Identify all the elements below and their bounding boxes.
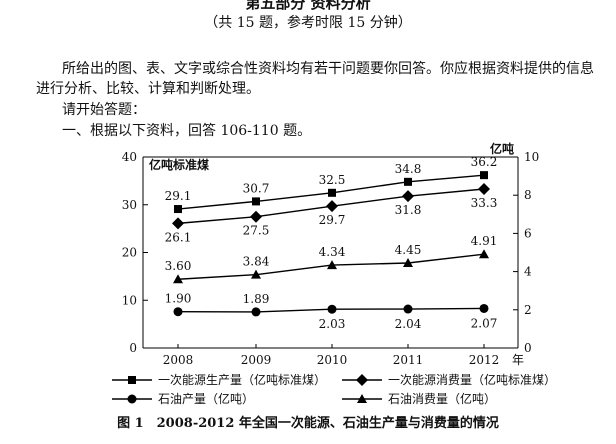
triangle-marker [173, 274, 183, 284]
data-label: 1.90 [165, 292, 192, 306]
data-label: 2.07 [471, 316, 498, 330]
x-axis-tick-label: 2009 [241, 353, 272, 367]
question-group-heading: 一、根据以下资料，回答 106-110 题。 [62, 123, 312, 139]
legend-label: 石油消费量（亿吨） [388, 391, 496, 406]
chart-legend: 一次能源生产量（亿吨标准煤） 一次能源消费量（亿吨标准煤） 石油产量（亿吨） 石油消费… [112, 372, 556, 406]
x-axis-unit: 年 [512, 353, 524, 367]
right-axis-tick-label: 8 [524, 188, 532, 202]
square-marker [252, 197, 260, 206]
circle-marker [327, 304, 337, 314]
left-axis-tick-label: 10 [122, 293, 137, 307]
figure-caption: 图 1 2008-2012 年全国一次能源、石油生产量与消费量的情况 [117, 416, 499, 431]
right-axis-tick-label: 0 [524, 341, 532, 355]
diamond-marker [250, 210, 262, 223]
data-label: 29.1 [165, 189, 192, 203]
data-label: 4.34 [319, 245, 346, 259]
diamond-marker [172, 217, 184, 230]
data-label: 31.8 [395, 203, 422, 217]
section-title: 第五部分 资料分析 [245, 0, 371, 12]
triangle-marker [251, 269, 261, 279]
data-label: 30.7 [243, 181, 270, 195]
right-axis-title: 亿吨 [490, 141, 514, 156]
right-axis-tick-label: 6 [524, 226, 532, 240]
data-label: 2.04 [395, 317, 422, 331]
section-subtitle: （共 15 题，参考时限 15 分钟） [204, 15, 412, 31]
right-axis-tick-label: 2 [524, 303, 532, 317]
legend-label: 石油产量（亿吨） [158, 391, 254, 406]
circle-marker [479, 303, 489, 313]
right-axis-tick-label: 10 [524, 150, 539, 164]
instruction-line-1: 所给出的图、表、文字或综合性资料均有若干问题要你回答。你应根据资料提供的信息 [62, 61, 594, 77]
data-label: 34.8 [395, 162, 422, 176]
left-axis-title: 亿吨标准煤 [149, 157, 209, 172]
circle-marker [251, 307, 261, 317]
data-label: 1.89 [243, 292, 270, 306]
x-axis-tick-label: 2010 [317, 353, 348, 367]
legend-circle-marker [127, 394, 137, 404]
data-label: 32.5 [319, 173, 346, 187]
square-marker [328, 188, 336, 197]
legend-label: 一次能源生产量（亿吨标准煤） [158, 372, 326, 387]
data-label: 29.7 [319, 213, 346, 227]
diamond-marker [478, 182, 490, 195]
data-label: 3.60 [165, 259, 192, 273]
legend-label: 一次能源消费量（亿吨标准煤） [388, 372, 556, 387]
legend-square-marker [128, 376, 136, 384]
data-label: 26.1 [165, 230, 192, 244]
triangle-marker [403, 258, 413, 268]
left-axis-tick-label: 20 [122, 246, 137, 260]
triangle-marker [327, 260, 337, 270]
data-label: 3.84 [243, 255, 270, 269]
data-label: 4.45 [395, 243, 422, 257]
x-axis-tick-label: 2008 [163, 353, 194, 367]
left-axis-tick-label: 40 [122, 150, 137, 164]
instruction-line-3: 请开始答题： [62, 102, 146, 118]
triangle-marker [479, 249, 489, 259]
data-label: 4.91 [471, 234, 498, 248]
data-label: 33.3 [471, 196, 498, 210]
data-label: 36.2 [471, 155, 498, 169]
right-axis-tick-label: 4 [524, 265, 532, 279]
legend-triangle-marker [357, 394, 367, 403]
instruction-line-2: 进行分析、比较、计算和判断处理。 [36, 81, 260, 97]
circle-marker [403, 304, 413, 314]
chart-series: 29.1 30.7 32.5 34.8 36.2 26.1 27.5 29.7 31.8 33.3… [165, 155, 498, 331]
diamond-marker [402, 190, 414, 203]
x-axis-tick-label: 2011 [393, 353, 424, 367]
square-marker [480, 171, 488, 180]
left-axis-tick-label: 0 [129, 341, 137, 355]
square-marker [404, 177, 412, 186]
square-marker [174, 205, 182, 214]
diamond-marker [326, 200, 338, 213]
data-label: 2.03 [319, 317, 346, 331]
x-axis-tick-label: 2012 [469, 353, 500, 367]
legend-diamond-marker [356, 374, 368, 386]
data-label: 27.5 [243, 224, 270, 238]
circle-marker [173, 307, 183, 317]
chart-axes: 0 10 20 30 40 0 2 4 6 8 10 2008 2009 2010 2011 2012 年 亿吨标… [122, 141, 540, 367]
left-axis-tick-label: 30 [122, 198, 137, 212]
